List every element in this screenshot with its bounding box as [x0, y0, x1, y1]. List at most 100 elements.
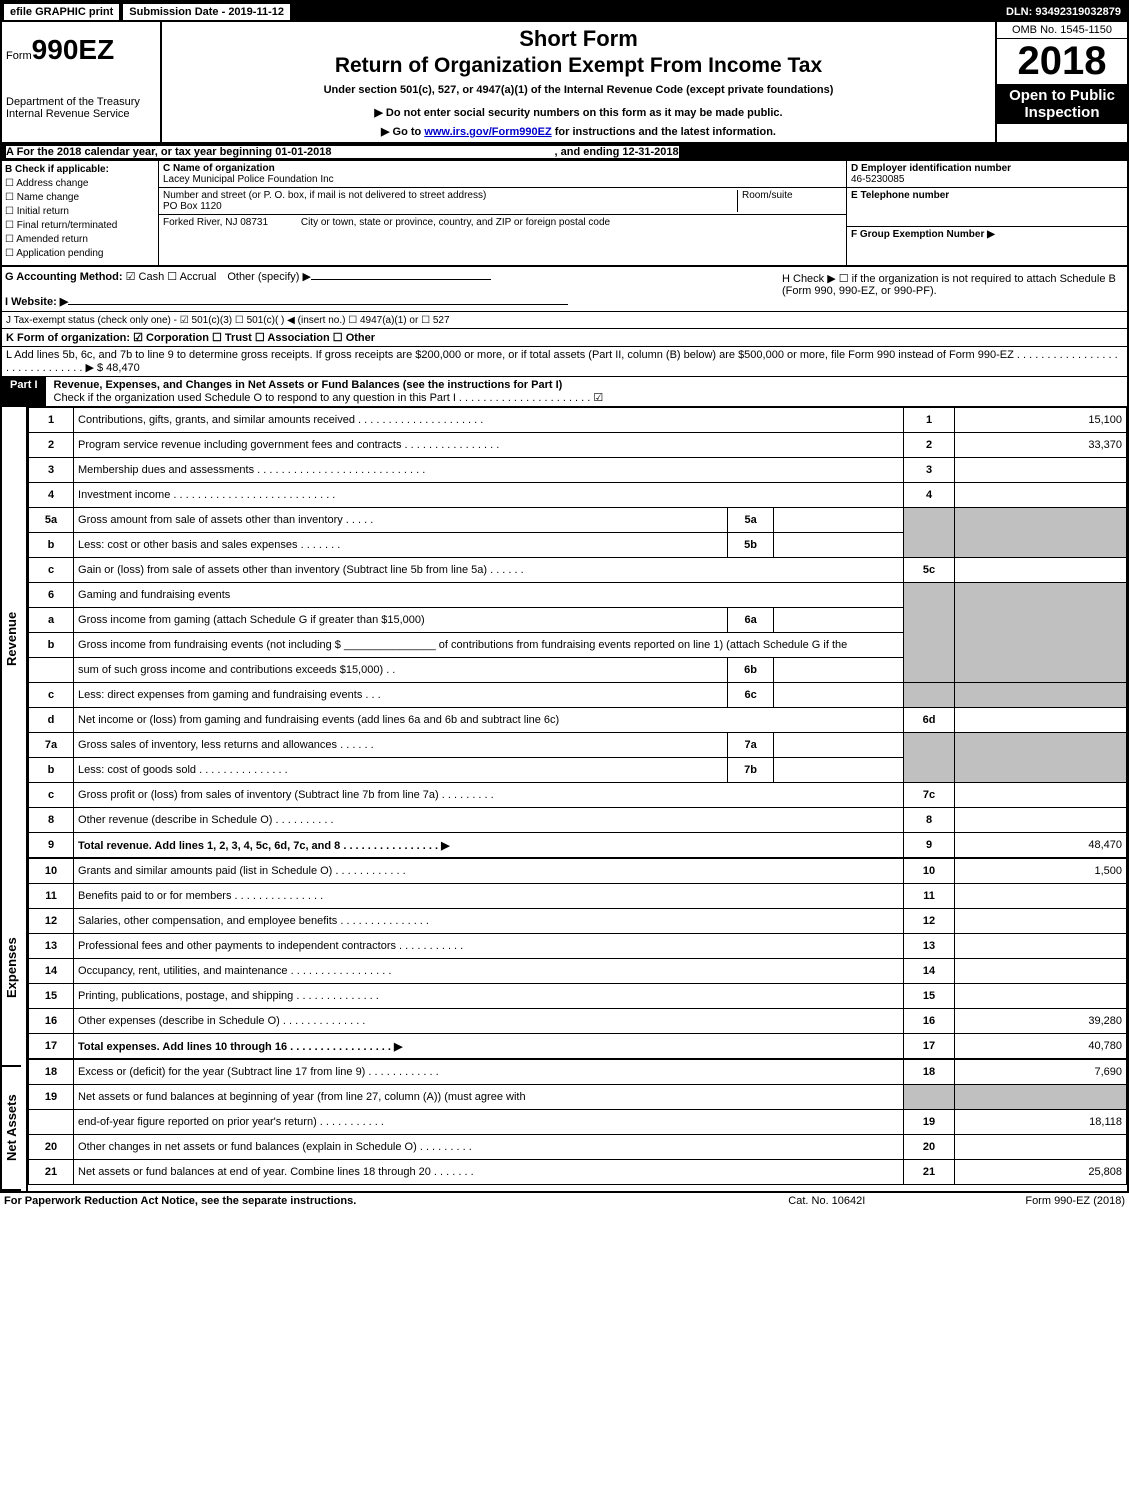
- section-e-phone: E Telephone number: [847, 188, 1127, 227]
- section-d-ein: D Employer identification number 46-5230…: [847, 161, 1127, 188]
- submission-date: Submission Date - 2019-11-12: [122, 3, 291, 21]
- goto-suffix: for instructions and the latest informat…: [552, 126, 776, 138]
- line-2: 2Program service revenue including gover…: [29, 433, 1127, 458]
- section-g-accounting: G Accounting Method: ☑ Cash ☐ Accrual Ot…: [5, 270, 780, 283]
- line-3: 3Membership dues and assessments . . . .…: [29, 458, 1127, 483]
- open-public: Open to Public Inspection: [997, 84, 1127, 124]
- open-public-line1: Open to Public: [999, 87, 1125, 104]
- line-7a: 7aGross sales of inventory, less returns…: [29, 733, 1127, 758]
- street-row: Number and street (or P. O. box, if mail…: [159, 188, 846, 215]
- footer: For Paperwork Reduction Act Notice, see …: [0, 1193, 1129, 1209]
- accounting-website-row: G Accounting Method: ☑ Cash ☐ Accrual Ot…: [2, 267, 1127, 312]
- omb-number: OMB No. 1545-1150: [997, 22, 1127, 39]
- section-j-tax-status: J Tax-exempt status (check only one) - ☑…: [2, 312, 1127, 329]
- line-19-cont: end-of-year figure reported on prior yea…: [29, 1110, 1127, 1135]
- line-10: 10Grants and similar amounts paid (list …: [29, 858, 1127, 884]
- street-label: Number and street (or P. O. box, if mail…: [163, 190, 737, 201]
- top-section: Form990EZ Department of the Treasury Int…: [2, 22, 1127, 144]
- section-c-name-block: C Name of organization Lacey Municipal P…: [159, 161, 846, 265]
- section-i-website: I Website: ▶: [5, 295, 780, 308]
- netassets-label: Net Assets: [2, 1067, 21, 1191]
- checkbox-initial-return[interactable]: ☐ Initial return: [5, 206, 155, 217]
- line-6d: dNet income or (loss) from gaming and fu…: [29, 708, 1127, 733]
- form-version: Form 990-EZ (2018): [1025, 1195, 1125, 1207]
- expenses-label: Expenses: [2, 871, 21, 1067]
- ein-value: 46-5230085: [851, 174, 1123, 185]
- part-i-table: 1Contributions, gifts, grants, and simil…: [28, 407, 1127, 1185]
- side-labels: Revenue Expenses Net Assets: [2, 407, 28, 1191]
- line-6c: cLess: direct expenses from gaming and f…: [29, 683, 1127, 708]
- checkbox-application-pending[interactable]: ☐ Application pending: [5, 248, 155, 259]
- cash-checkbox[interactable]: ☑: [126, 271, 139, 283]
- goto-line: ▶ Go to www.irs.gov/Form990EZ for instru…: [166, 125, 991, 138]
- ein-label: D Employer identification number: [851, 163, 1123, 174]
- room-suite-label: Room/suite: [737, 190, 842, 212]
- part-i-check-line: Check if the organization used Schedule …: [54, 391, 1119, 404]
- line-14: 14Occupancy, rent, utilities, and mainte…: [29, 959, 1127, 984]
- group-exemption-label: F Group Exemption Number ▶: [851, 229, 1123, 240]
- line-6: 6Gaming and fundraising events: [29, 583, 1127, 608]
- form-number: 990EZ: [32, 34, 115, 65]
- line-7c: cGross profit or (loss) from sales of in…: [29, 783, 1127, 808]
- section-k-form-org: K Form of organization: ☑ Corporation ☐ …: [2, 329, 1127, 347]
- right-info-column: D Employer identification number 46-5230…: [846, 161, 1127, 265]
- open-public-line2: Inspection: [999, 104, 1125, 121]
- department-label: Department of the Treasury: [6, 96, 156, 108]
- year-box: OMB No. 1545-1150 2018 Open to Public In…: [995, 22, 1127, 142]
- accrual-checkbox[interactable]: ☐: [167, 271, 179, 283]
- po-box: PO Box 1120: [163, 201, 737, 212]
- line-9: 9Total revenue. Add lines 1, 2, 3, 4, 5c…: [29, 833, 1127, 859]
- phone-label: E Telephone number: [851, 190, 1123, 201]
- part-i-header: Part I Revenue, Expenses, and Changes in…: [2, 377, 1127, 407]
- paperwork-notice: For Paperwork Reduction Act Notice, see …: [4, 1195, 356, 1207]
- section-b-heading: B Check if applicable:: [5, 164, 155, 175]
- checkbox-address-change[interactable]: ☐ Address change: [5, 178, 155, 189]
- checkbox-amended-return[interactable]: ☐ Amended return: [5, 234, 155, 245]
- irs-label: Internal Revenue Service: [6, 108, 156, 120]
- form-number-box: Form990EZ Department of the Treasury Int…: [2, 22, 162, 142]
- line-16: 16Other expenses (describe in Schedule O…: [29, 1009, 1127, 1034]
- line-17: 17Total expenses. Add lines 10 through 1…: [29, 1034, 1127, 1060]
- org-name-row: C Name of organization Lacey Municipal P…: [159, 161, 846, 188]
- ssn-warning: ▶ Do not enter social security numbers o…: [166, 106, 991, 119]
- section-c-label: C Name of organization: [163, 163, 842, 174]
- line-20: 20Other changes in net assets or fund ba…: [29, 1135, 1127, 1160]
- line-11: 11Benefits paid to or for members . . . …: [29, 884, 1127, 909]
- form-prefix: Form: [6, 50, 32, 62]
- line-15: 15Printing, publications, postage, and s…: [29, 984, 1127, 1009]
- section-f-group: F Group Exemption Number ▶: [847, 227, 1127, 265]
- title-block: Short Form Return of Organization Exempt…: [162, 22, 995, 142]
- line-12: 12Salaries, other compensation, and empl…: [29, 909, 1127, 934]
- city-state-zip: Forked River, NJ 08731: [163, 217, 268, 228]
- line-13: 13Professional fees and other payments t…: [29, 934, 1127, 959]
- line-1: 1Contributions, gifts, grants, and simil…: [29, 408, 1127, 433]
- period-text: A For the 2018 calendar year, or tax yea…: [6, 146, 679, 158]
- main-title: Return of Organization Exempt From Incom…: [166, 54, 991, 78]
- part-i-body: Revenue Expenses Net Assets 1Contributio…: [2, 407, 1127, 1191]
- efile-print-button[interactable]: efile GRAPHIC print: [3, 3, 120, 21]
- section-b-checkboxes: B Check if applicable: ☐ Address change …: [2, 161, 159, 265]
- section-h-schedule-b: H Check ▶ ☐ if the organization is not r…: [780, 270, 1124, 308]
- line-4: 4Investment income . . . . . . . . . . .…: [29, 483, 1127, 508]
- city-instruction: City or town, state or province, country…: [301, 217, 610, 228]
- header-bar: efile GRAPHIC print Submission Date - 20…: [2, 2, 1127, 22]
- goto-prefix: ▶ Go to: [381, 126, 424, 138]
- irs-link[interactable]: www.irs.gov/Form990EZ: [424, 126, 551, 138]
- line-19: 19Net assets or fund balances at beginni…: [29, 1085, 1127, 1110]
- line-5c: cGain or (loss) from sale of assets othe…: [29, 558, 1127, 583]
- part-i-label: Part I: [2, 377, 46, 406]
- city-row: Forked River, NJ 08731 City or town, sta…: [159, 215, 846, 230]
- line-21: 21Net assets or fund balances at end of …: [29, 1160, 1127, 1185]
- line-5a: 5aGross amount from sale of assets other…: [29, 508, 1127, 533]
- checkbox-final-return[interactable]: ☐ Final return/terminated: [5, 220, 155, 231]
- line-8: 8Other revenue (describe in Schedule O) …: [29, 808, 1127, 833]
- period-line: A For the 2018 calendar year, or tax yea…: [2, 144, 1127, 161]
- cat-no: Cat. No. 10642I: [788, 1195, 865, 1207]
- line-18: 18Excess or (deficit) for the year (Subt…: [29, 1059, 1127, 1085]
- checkbox-name-change[interactable]: ☐ Name change: [5, 192, 155, 203]
- subtitle: Under section 501(c), 527, or 4947(a)(1)…: [166, 84, 991, 96]
- part-i-title: Revenue, Expenses, and Changes in Net As…: [54, 379, 1119, 391]
- dln-label: DLN: 93492319032879: [1000, 4, 1127, 20]
- address-block: B Check if applicable: ☐ Address change …: [2, 161, 1127, 267]
- form-990ez: efile GRAPHIC print Submission Date - 20…: [0, 0, 1129, 1193]
